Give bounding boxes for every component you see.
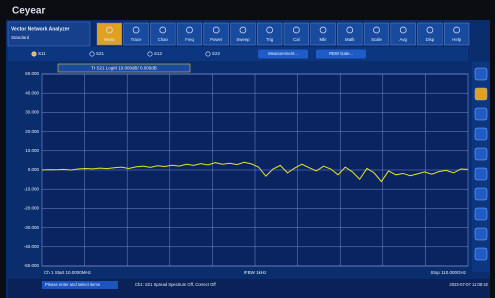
param-label: S11 [38,51,46,56]
y-tick-label: 10.000 [25,148,39,153]
toolbar-label: Mkr [319,37,327,42]
status-hint: Please enter and select items [45,282,100,287]
param-bar [8,47,468,61]
toolbar-label: Cal [293,37,299,42]
side-icon[interactable] [475,248,487,260]
toolbar-label: Power [210,37,223,42]
toolbar-label: Trace [131,37,142,42]
toolbar-label: Scale [371,37,382,42]
toolbar-label: Math [345,37,355,42]
y-tick-label: -40.000 [24,244,40,249]
y-tick-label: 20.000 [25,129,39,134]
status-time: 2023-07-07 11:08:42 [449,282,488,287]
y-tick-label: 30.000 [25,110,39,115]
y-tick-label: 0.000 [28,167,40,172]
start-freq: Ch 1 Start 10.0000MHz [44,270,92,275]
screen: Ceyear Vector Network Analyzer Standard … [0,0,495,298]
app-title: Vector Network Analyzer [11,26,70,32]
param-label: S12 [154,51,163,56]
side-icon[interactable] [475,148,487,160]
y-tick-label: -20.000 [24,206,40,211]
ifbw: IFBW 1kHz [244,270,268,275]
side-icon[interactable] [475,88,487,100]
y-tick-label: 50.000 [25,71,39,76]
y-tick-label: -10.000 [24,186,40,191]
meas-button-label: Measurement... [268,51,298,56]
status-channel: Ch1: S21 Spread Spectrum Off, Correct Of… [135,282,216,287]
toolbar-label: Help [452,37,461,42]
y-tick-label: -30.000 [24,225,40,230]
toolbar-label: Freq [185,37,194,42]
toolbar-label: Avg [400,37,408,42]
toolbar-label: Sweep [236,37,250,42]
side-icon[interactable] [475,128,487,140]
trace-label: Tr S21 LogM 10.000dB/ 0.000dB [91,66,157,71]
stop-freq: Stop 110.000GHz [431,270,467,275]
side-icon[interactable] [475,108,487,120]
toolbar-label: Disp [426,37,435,42]
y-tick-label: -50.000 [24,263,40,268]
side-icon[interactable] [475,68,487,80]
param-radio[interactable] [32,52,36,56]
brand: Ceyear [12,6,45,17]
meas-button-label: RBW Gate... [329,51,353,56]
toolbar-label: Chan [158,37,169,42]
side-icon[interactable] [475,228,487,240]
app-subtitle: Standard [11,35,30,40]
toolbar-label: Meas [104,37,115,42]
param-label: S21 [96,51,105,56]
side-icon[interactable] [475,188,487,200]
toolbar-label: Trig [266,37,274,42]
param-label: S22 [212,51,221,56]
side-icon[interactable] [475,208,487,220]
side-icon[interactable] [475,168,487,180]
y-tick-label: 40.000 [25,90,39,95]
